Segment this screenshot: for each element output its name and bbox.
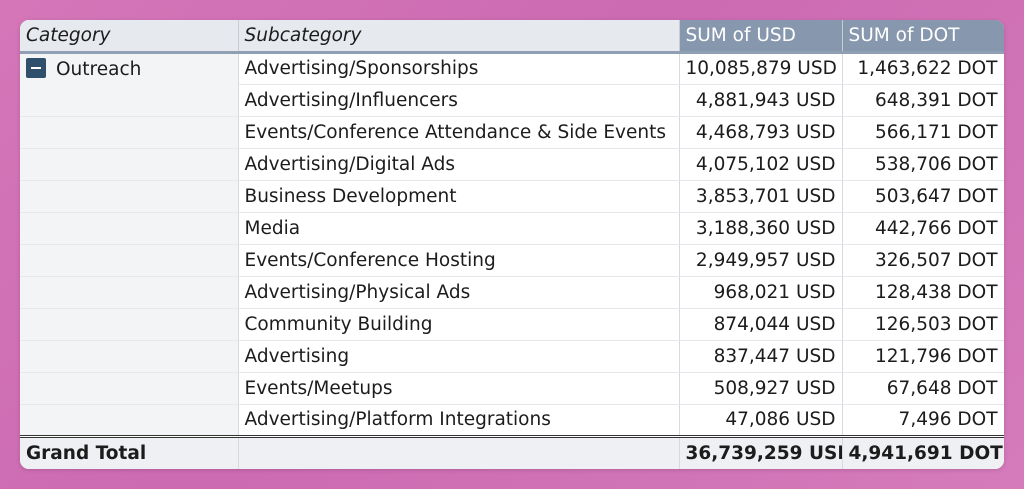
dot-cell[interactable]: 326,507 DOT (842, 244, 1004, 277)
pivot-table: Category Subcategory SUM of USD SUM of D… (20, 20, 1004, 469)
subcategory-cell[interactable]: Advertising (238, 340, 680, 373)
usd-cell[interactable]: 3,853,701 USD (679, 180, 843, 213)
subcategory-cell[interactable]: Advertising/Sponsorships (238, 52, 680, 85)
category-cell-empty (20, 276, 239, 309)
usd-cell[interactable]: 2,949,957 USD (679, 244, 843, 277)
category-cell-empty (20, 148, 239, 181)
subcategory-cell[interactable]: Advertising/Platform Integrations (238, 404, 680, 437)
subcategory-cell[interactable]: Advertising/Digital Ads (238, 148, 680, 181)
usd-cell[interactable]: 4,468,793 USD (679, 116, 843, 149)
grand-total-row: Grand Total 36,739,259 USD 4,941,691 DOT (20, 434, 1004, 469)
usd-cell[interactable]: 874,044 USD (679, 308, 843, 341)
subcategory-cell[interactable]: Events/Meetups (238, 372, 680, 405)
usd-cell[interactable]: 4,075,102 USD (679, 148, 843, 181)
table-row: Advertising/Physical Ads 968,021 USD 128… (20, 276, 1004, 309)
category-cell-empty (20, 308, 239, 341)
table-row: Events/Conference Attendance & Side Even… (20, 116, 1004, 149)
dot-cell[interactable]: 121,796 DOT (842, 340, 1004, 373)
table-row: Advertising/Influencers 4,881,943 USD 64… (20, 84, 1004, 117)
grand-total-dot[interactable]: 4,941,691 DOT (842, 434, 1004, 469)
category-cell-empty (20, 84, 239, 117)
pivot-table-container: Category Subcategory SUM of USD SUM of D… (20, 20, 1004, 469)
dot-cell[interactable]: 7,496 DOT (842, 404, 1004, 437)
usd-cell[interactable]: 47,086 USD (679, 404, 843, 437)
header-row: Category Subcategory SUM of USD SUM of D… (20, 20, 1004, 54)
subcategory-cell[interactable]: Business Development (238, 180, 680, 213)
dot-cell[interactable]: 566,171 DOT (842, 116, 1004, 149)
subcategory-cell[interactable]: Events/Conference Attendance & Side Even… (238, 116, 680, 149)
grand-total-usd[interactable]: 36,739,259 USD (679, 434, 843, 469)
dot-cell[interactable]: 67,648 DOT (842, 372, 1004, 405)
dot-cell[interactable]: 128,438 DOT (842, 276, 1004, 309)
category-cell: Outreach (20, 52, 239, 84)
usd-cell[interactable]: 3,188,360 USD (679, 212, 843, 245)
subcategory-cell[interactable]: Community Building (238, 308, 680, 341)
header-sum-dot[interactable]: SUM of DOT (842, 20, 1004, 54)
table-row: Events/Meetups 508,927 USD 67,648 DOT (20, 372, 1004, 405)
dot-cell[interactable]: 538,706 DOT (842, 148, 1004, 181)
table-row: Advertising/Platform Integrations 47,086… (20, 404, 1004, 437)
dot-cell[interactable]: 442,766 DOT (842, 212, 1004, 245)
category-cell-empty (20, 372, 239, 405)
category-cell-empty (20, 180, 239, 213)
subcategory-cell[interactable]: Media (238, 212, 680, 245)
usd-cell[interactable]: 4,881,943 USD (679, 84, 843, 117)
table-row: Community Building 874,044 USD 126,503 D… (20, 308, 1004, 341)
header-category[interactable]: Category (20, 20, 239, 54)
table-row: Events/Conference Hosting 2,949,957 USD … (20, 244, 1004, 277)
subcategory-cell[interactable]: Advertising/Physical Ads (238, 276, 680, 309)
category-cell-empty (20, 244, 239, 277)
collapse-minus-icon[interactable] (26, 57, 46, 78)
category-cell-empty (20, 212, 239, 245)
grand-total-empty (238, 434, 680, 469)
usd-cell[interactable]: 837,447 USD (679, 340, 843, 373)
subcategory-cell[interactable]: Events/Conference Hosting (238, 244, 680, 277)
grand-total-label[interactable]: Grand Total (20, 434, 239, 469)
category-cell-empty (20, 404, 239, 437)
table-row: Advertising/Digital Ads 4,075,102 USD 53… (20, 148, 1004, 181)
table-row: Outreach Advertising/Sponsorships 10,085… (20, 52, 1004, 85)
table-row: Business Development 3,853,701 USD 503,6… (20, 180, 1004, 213)
header-sum-usd[interactable]: SUM of USD (679, 20, 843, 54)
usd-cell[interactable]: 10,085,879 USD (679, 52, 843, 85)
dot-cell[interactable]: 126,503 DOT (842, 308, 1004, 341)
usd-cell[interactable]: 968,021 USD (679, 276, 843, 309)
subcategory-cell[interactable]: Advertising/Influencers (238, 84, 680, 117)
category-cell-empty (20, 116, 239, 149)
table-row: Advertising 837,447 USD 121,796 DOT (20, 340, 1004, 373)
dot-cell[interactable]: 1,463,622 DOT (842, 52, 1004, 85)
category-label: Outreach (56, 58, 142, 80)
header-subcategory[interactable]: Subcategory (238, 20, 680, 54)
dot-cell[interactable]: 503,647 DOT (842, 180, 1004, 213)
usd-cell[interactable]: 508,927 USD (679, 372, 843, 405)
table-row: Media 3,188,360 USD 442,766 DOT (20, 212, 1004, 245)
category-cell-empty (20, 340, 239, 373)
dot-cell[interactable]: 648,391 DOT (842, 84, 1004, 117)
